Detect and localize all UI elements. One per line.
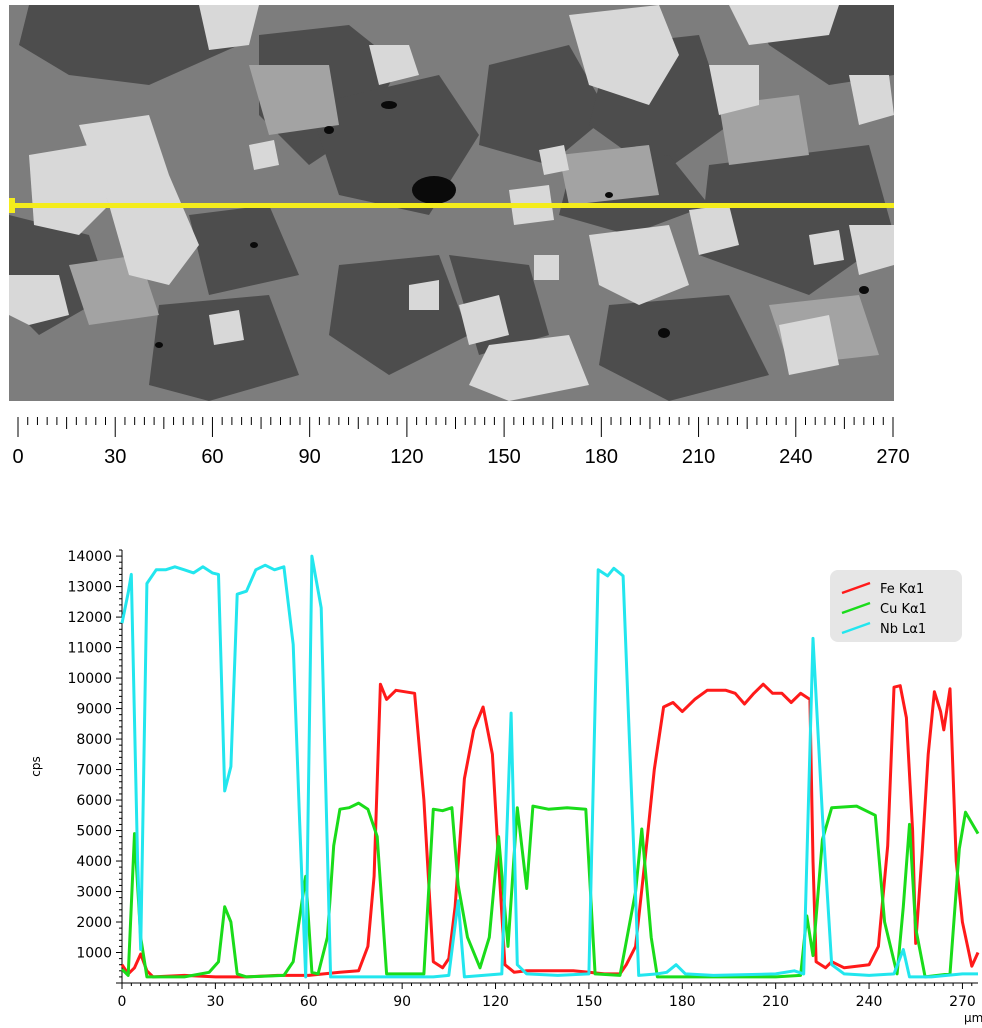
- series-line-0: [120, 682, 980, 979]
- legend-swatch: [841, 621, 871, 635]
- y-tick-label: 7000: [76, 763, 112, 779]
- legend-swatch: [841, 581, 871, 595]
- legend-label: Fe Kα1: [880, 582, 924, 597]
- y-tick-label: 4000: [76, 854, 112, 870]
- x-tick-label: 0: [118, 994, 127, 1010]
- series-layer: [120, 554, 980, 979]
- scan-line-start-marker: [9, 198, 15, 213]
- line-scan-chart: 1000 2000 3000 4000 5000 6000 7000 8000 9000 1000…: [29, 549, 982, 1025]
- scale-tick-label: 120: [390, 446, 423, 468]
- scale-tick-label: 240: [779, 446, 812, 468]
- x-tick-label: 180: [669, 994, 696, 1010]
- x-axis: 0 30 60 90 120 150 180 210 240 270: [118, 982, 978, 1010]
- x-tick-label: 270: [949, 994, 976, 1010]
- legend: Fe Kα1 Cu Kα1 Nb Lα1: [830, 570, 962, 642]
- y-tick-label: 1000: [76, 946, 112, 962]
- y-tick-label: 6000: [76, 793, 112, 809]
- scale-tick-label: 210: [682, 446, 715, 468]
- legend-label: Cu Kα1: [880, 602, 927, 617]
- y-axis-title: cps: [29, 756, 43, 776]
- scale-tick-label: 90: [299, 446, 321, 468]
- x-tick-label: 210: [762, 994, 789, 1010]
- scale-tick-label: 180: [585, 446, 618, 468]
- y-tick-label: 11000: [67, 641, 112, 657]
- legend-box: [830, 570, 962, 642]
- x-tick-label: 120: [482, 994, 509, 1010]
- scale-tick-label: 30: [104, 446, 126, 468]
- legend-swatch: [841, 601, 871, 615]
- x-axis-title: µm: [964, 1011, 982, 1025]
- x-tick-label: 60: [300, 994, 318, 1010]
- y-tick-label: 3000: [76, 885, 112, 901]
- y-tick-label: 12000: [67, 610, 112, 626]
- x-tick-label: 90: [393, 994, 411, 1010]
- y-tick-label: 10000: [67, 671, 112, 687]
- scale-tick-label: 270: [876, 446, 909, 468]
- sem-micrograph: [9, 5, 894, 401]
- y-tick-label: 5000: [76, 824, 112, 840]
- y-tick-label: 8000: [76, 732, 112, 748]
- x-tick-label: 150: [576, 994, 603, 1010]
- y-tick-label: 13000: [67, 580, 112, 596]
- x-tick-label: 240: [856, 994, 883, 1010]
- scale-labels: 0 30 60 90 120 150 180 210 240 270: [12, 446, 909, 468]
- scan-line: [9, 203, 894, 208]
- distance-scale: 0 30 60 90 120 150 180 210 240 270: [12, 417, 910, 468]
- scale-tick-label: 150: [487, 446, 520, 468]
- scale-tick-label: 0: [12, 446, 23, 468]
- legend-label: Nb Lα1: [880, 622, 926, 637]
- scale-tick-label: 60: [201, 446, 223, 468]
- x-tick-label: 30: [206, 994, 224, 1010]
- y-tick-label: 9000: [76, 702, 112, 718]
- series-line-2: [120, 554, 978, 979]
- scale-ticks: [17, 417, 894, 437]
- y-tick-label: 14000: [67, 549, 112, 565]
- y-axis: 1000 2000 3000 4000 5000 6000 7000 8000 9000 1000…: [67, 549, 123, 984]
- y-tick-label: 2000: [76, 915, 112, 931]
- series-line-1: [120, 801, 980, 979]
